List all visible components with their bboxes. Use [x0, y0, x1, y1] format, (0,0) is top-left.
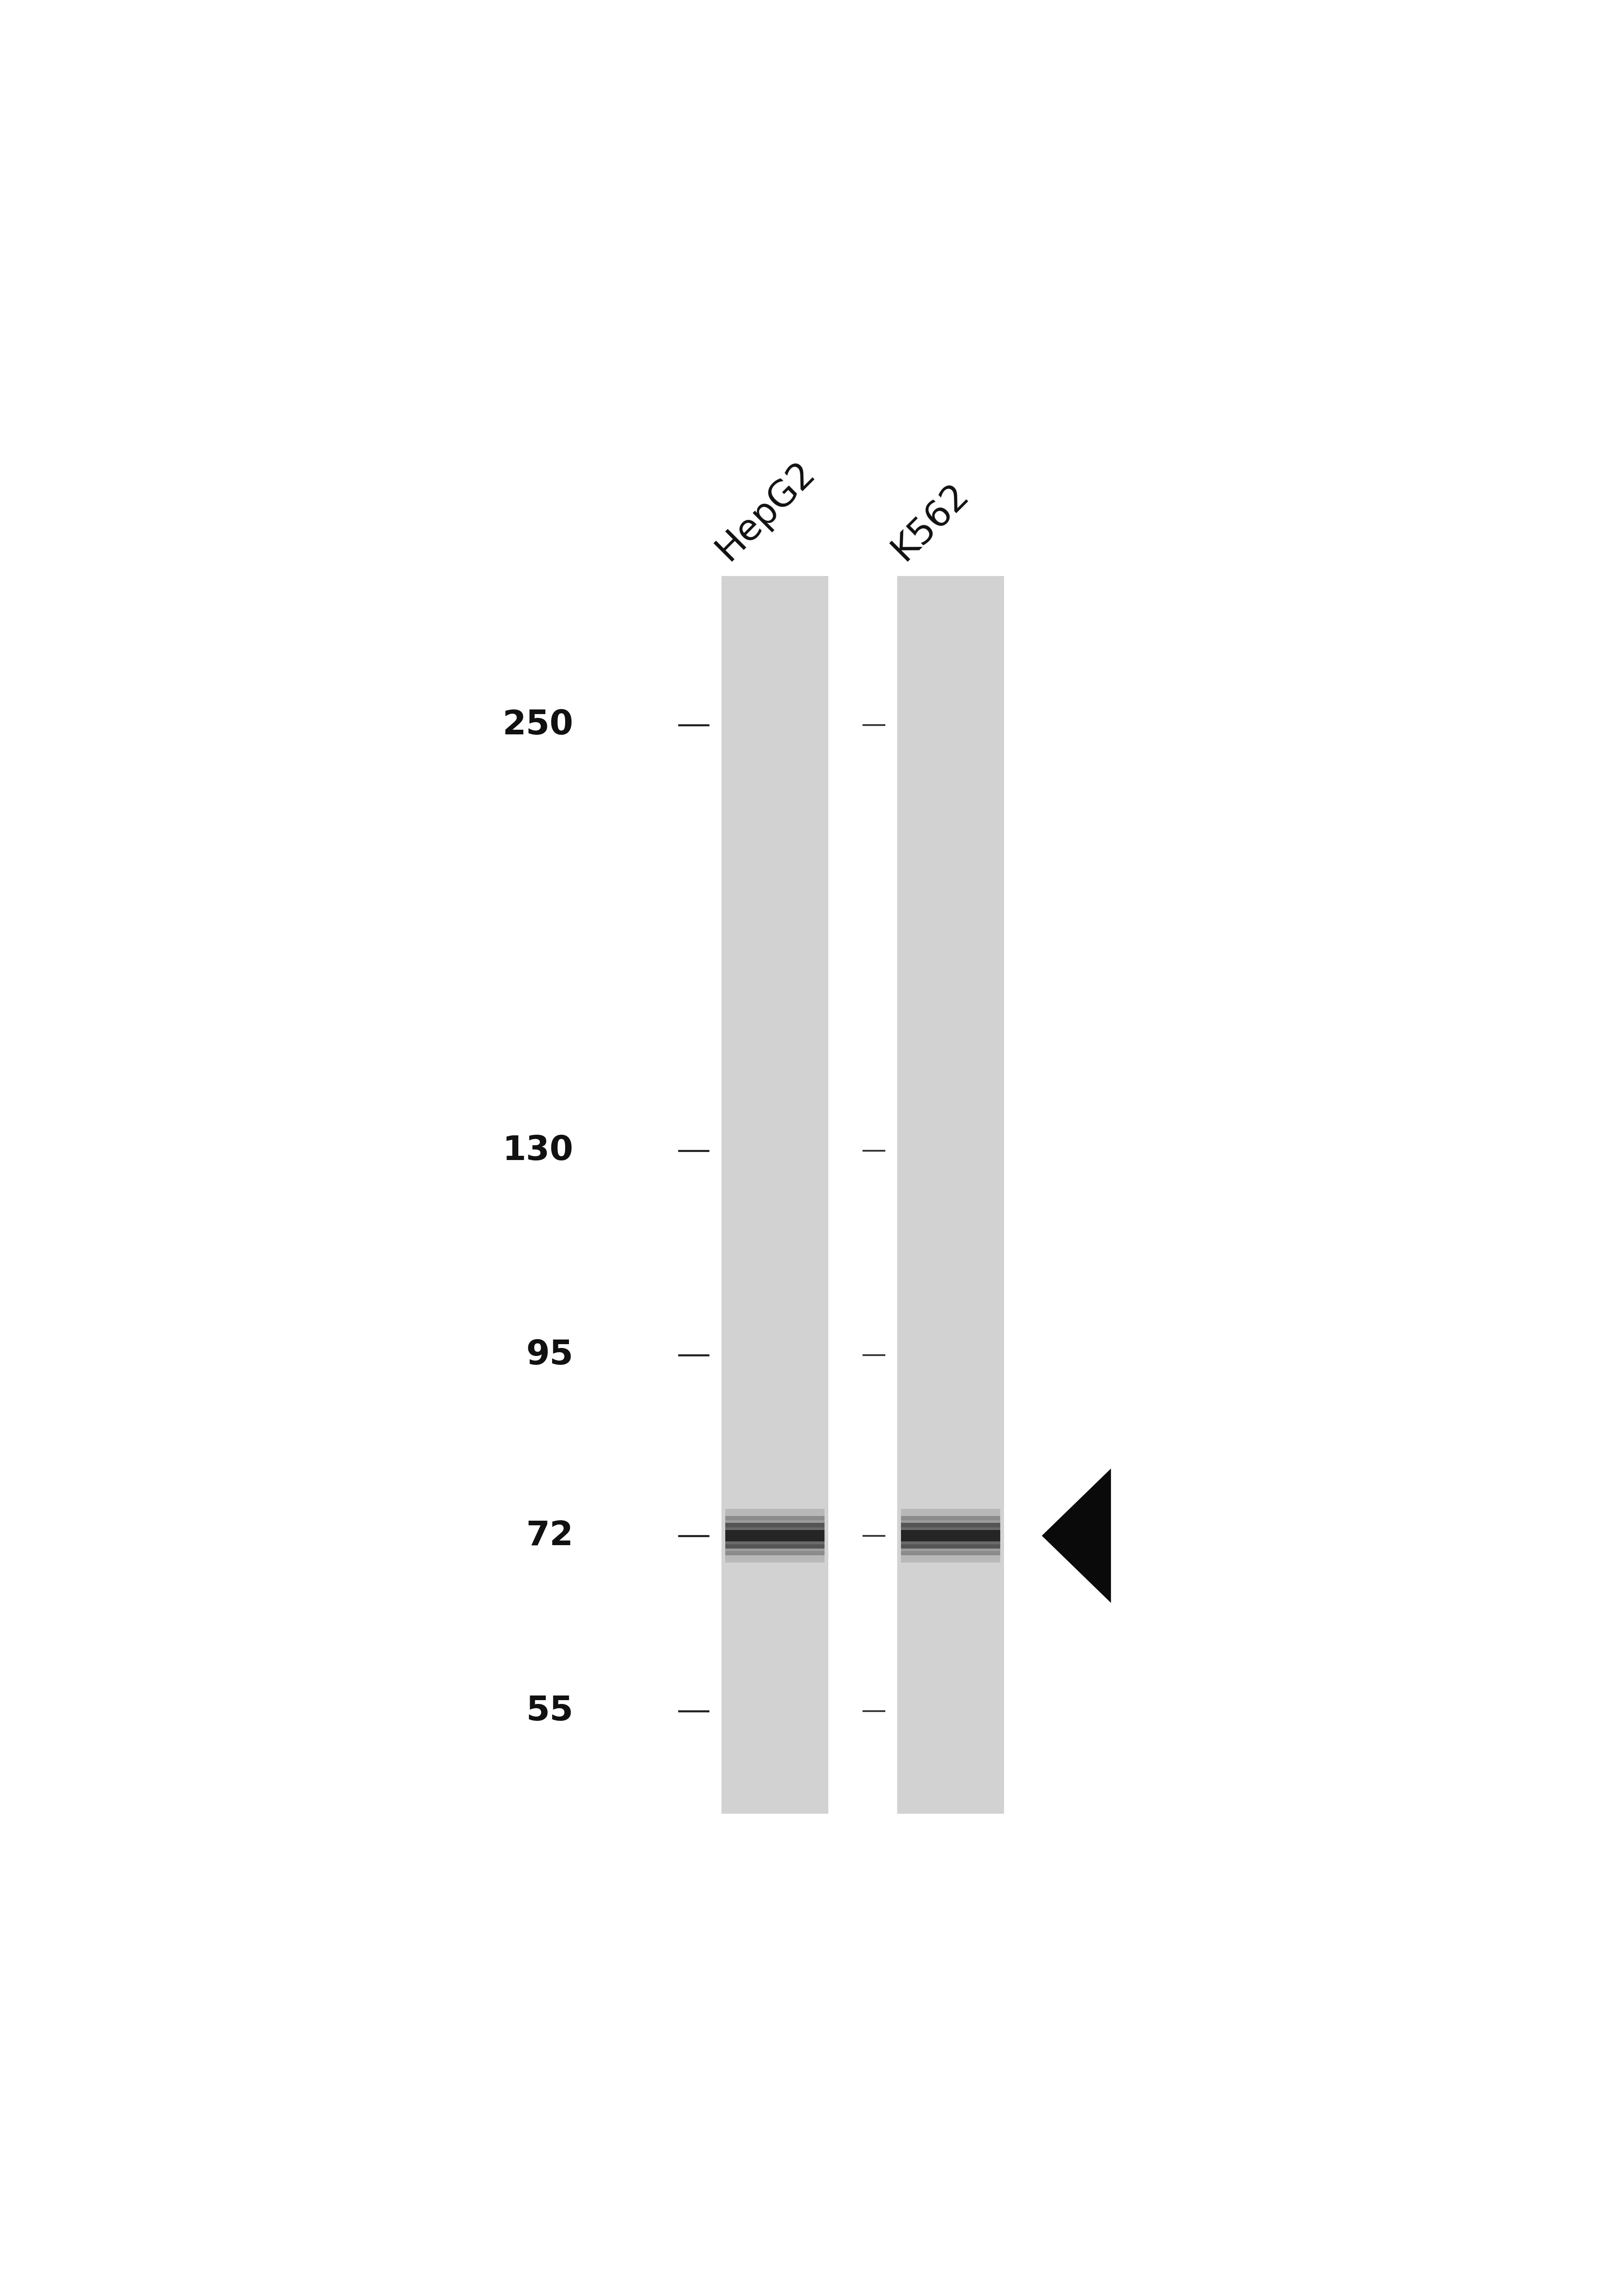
Bar	[722, 576, 829, 1814]
Bar	[902, 1536, 1001, 1548]
Text: 72: 72	[526, 1520, 574, 1552]
Bar	[725, 1545, 824, 1554]
Bar	[902, 1552, 1001, 1564]
Polygon shape	[1041, 1469, 1111, 1603]
Bar	[725, 1529, 824, 1541]
Bar	[902, 1522, 1001, 1534]
Bar	[725, 1522, 824, 1534]
Bar	[725, 1508, 824, 1520]
Bar	[902, 1508, 1001, 1520]
Text: 55: 55	[526, 1694, 574, 1727]
Bar	[725, 1536, 824, 1548]
Text: K562: K562	[886, 478, 976, 567]
Text: 95: 95	[526, 1339, 574, 1371]
Bar	[902, 1515, 1001, 1527]
Bar	[725, 1515, 824, 1527]
Bar	[902, 1529, 1001, 1541]
Text: 250: 250	[503, 709, 574, 742]
Bar	[897, 576, 1004, 1814]
Text: HepG2: HepG2	[709, 455, 822, 567]
Text: 130: 130	[503, 1134, 574, 1166]
Bar	[902, 1545, 1001, 1554]
Bar	[725, 1552, 824, 1564]
